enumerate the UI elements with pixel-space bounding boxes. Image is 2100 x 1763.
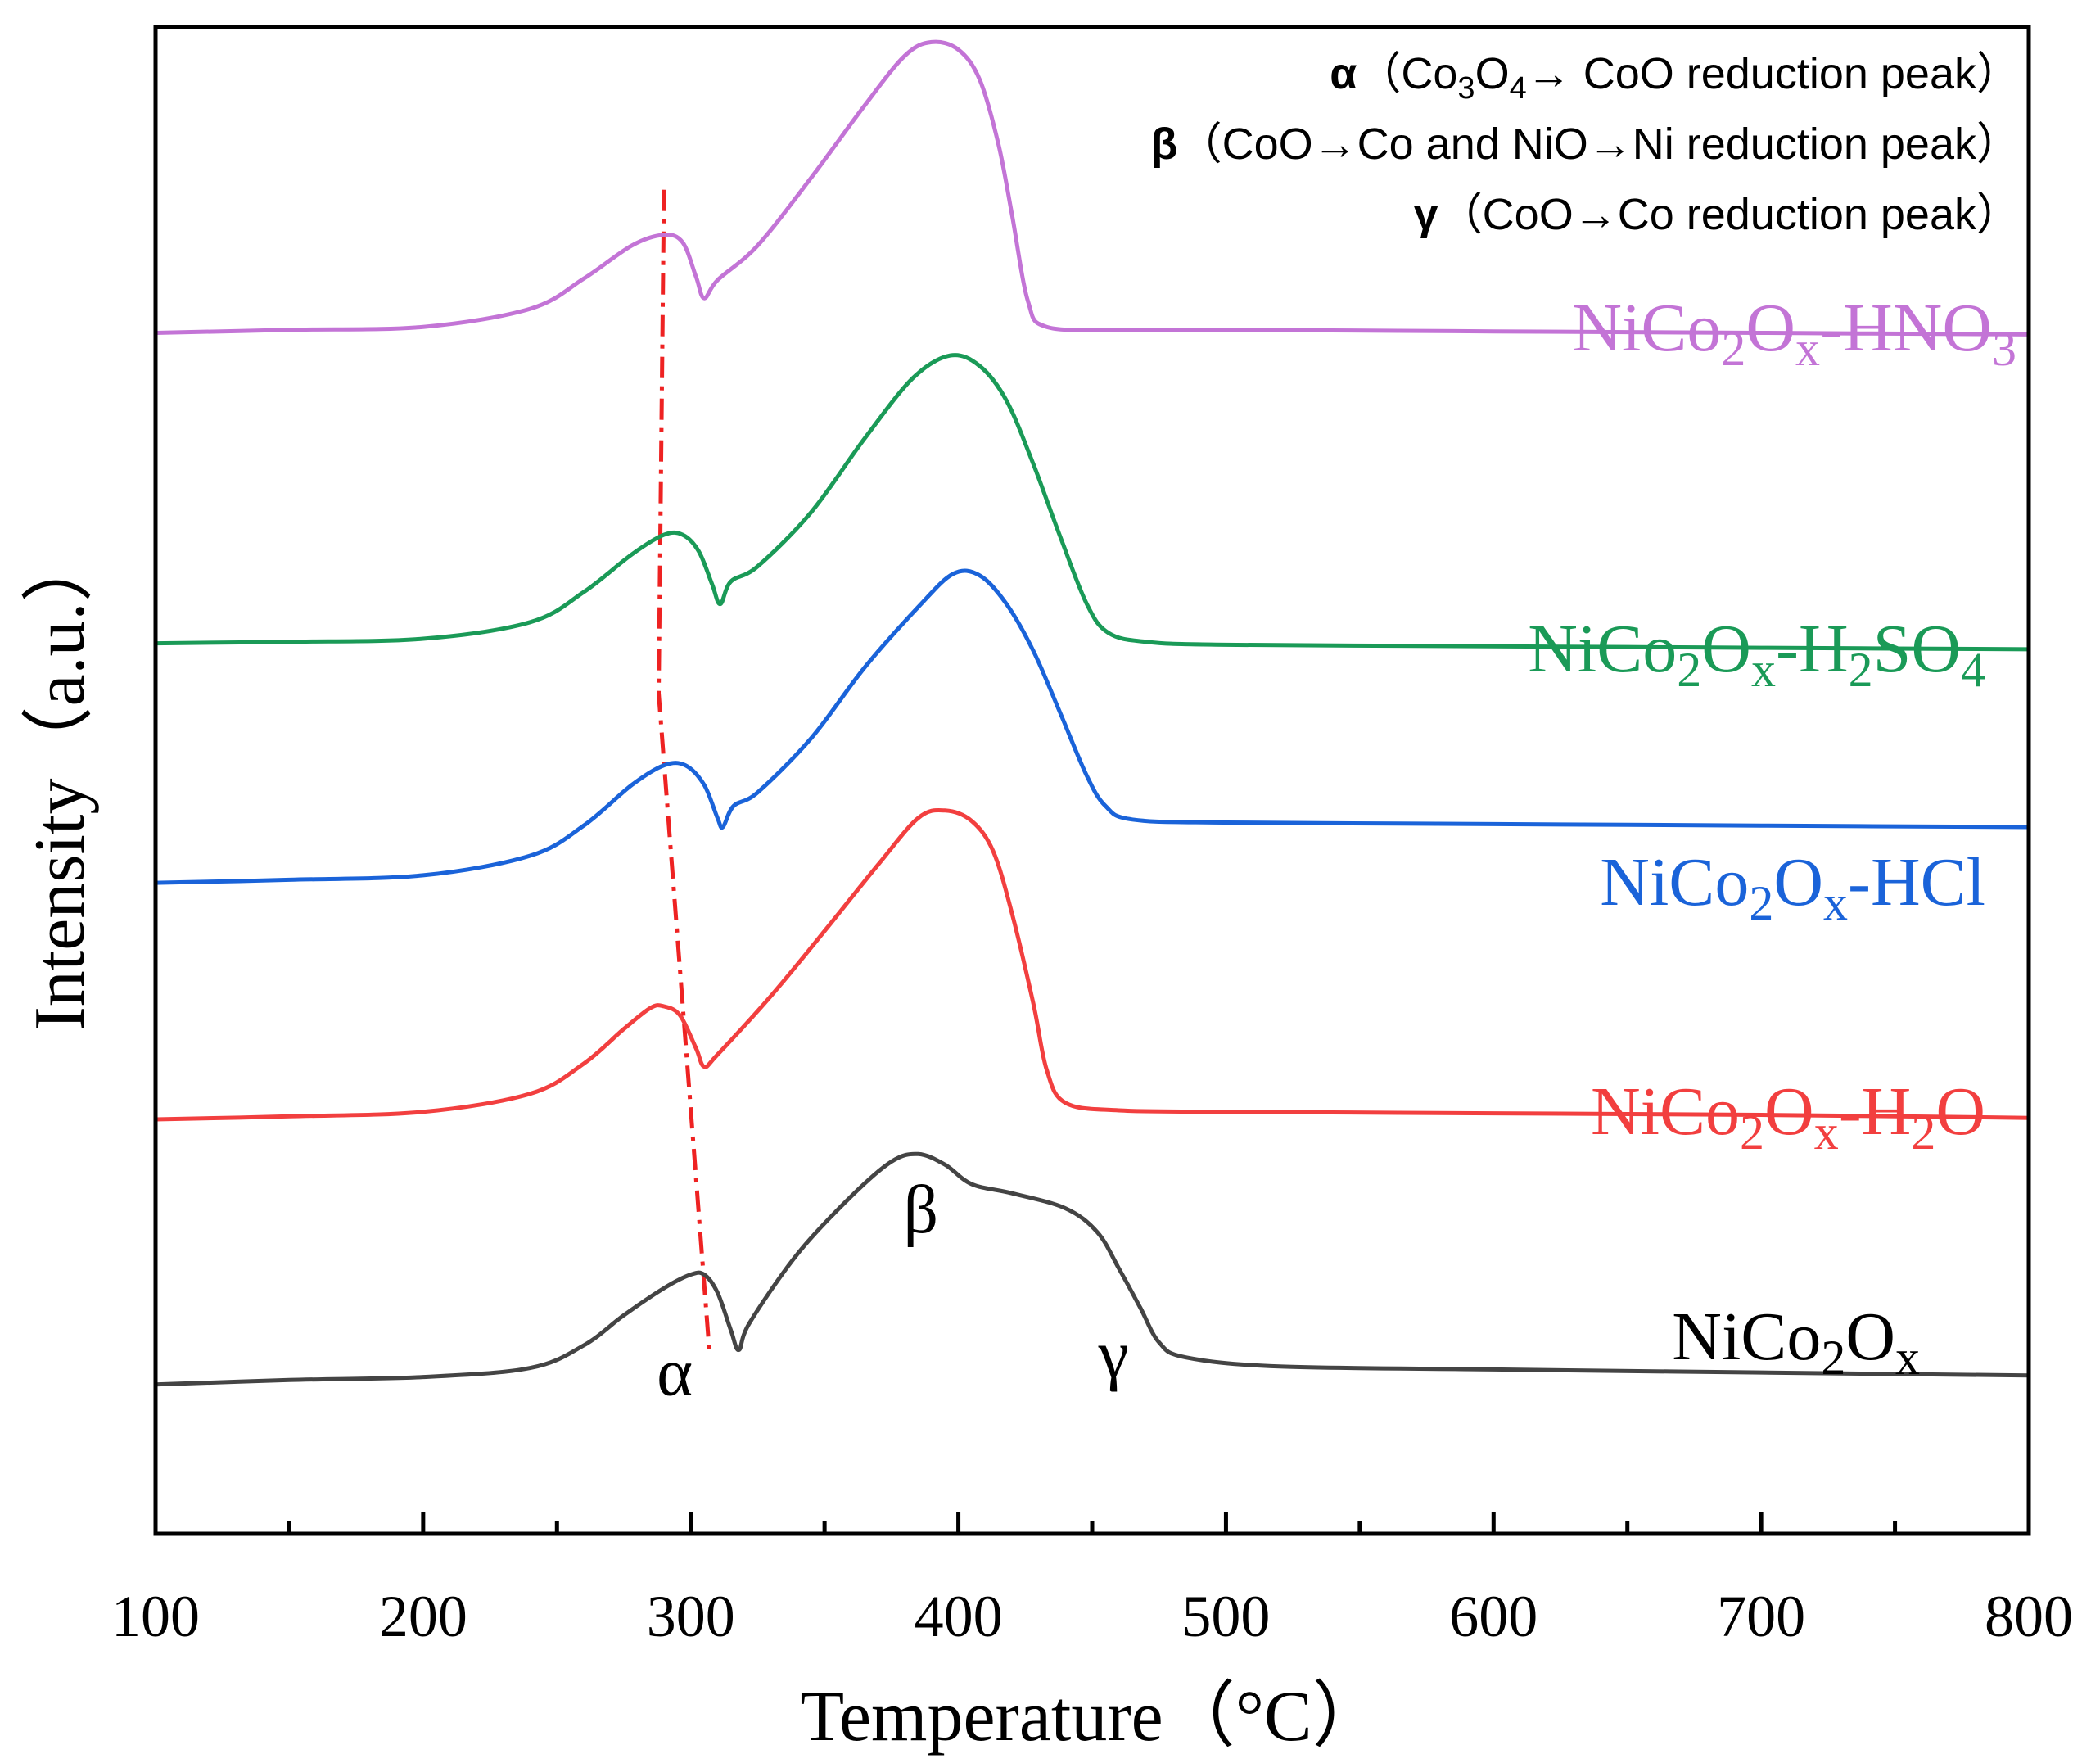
peak-label: β — [903, 1172, 938, 1248]
x-tick-label: 200 — [379, 1584, 467, 1649]
x-tick-label: 800 — [1985, 1584, 2073, 1649]
legend-item-0: α（Co3O4→ CoO reduction peak） — [1330, 49, 2021, 106]
x-axis-tick-labels: 100 200 300 400 500 600 700 800 — [111, 1584, 2073, 1649]
y-axis-label: Intensity（a.u.） — [20, 530, 100, 1030]
x-tick-label: 300 — [647, 1584, 735, 1649]
series-label-4: NiCo2Ox-HNO3 — [1572, 290, 2016, 376]
peak-labels: α β γ — [657, 1172, 1129, 1411]
x-tick-label: 700 — [1717, 1584, 1805, 1649]
x-tick-label: 400 — [915, 1584, 1003, 1649]
x-axis-label: Temperature（°C） — [800, 1677, 1384, 1756]
series-line-4 — [153, 39, 2031, 337]
series-line-1 — [153, 807, 2031, 1122]
legend-item-1: β（CoO→Co and NiO→Ni reduction peak） — [1151, 120, 2021, 169]
x-tick-label: 100 — [111, 1584, 200, 1649]
series-layer — [153, 39, 2031, 1387]
x-tick-label: 600 — [1449, 1584, 1538, 1649]
alpha-peak-guide-line — [656, 189, 712, 1354]
series-label-0: NiCo2Ox — [1672, 1299, 1920, 1385]
series-line-2 — [153, 568, 2031, 885]
series-labels: NiCo2Ox NiCo2Ox-H2O NiCo2Ox-HCl NiCo2Ox-H2S… — [1528, 290, 2016, 1385]
guide-layer — [656, 189, 712, 1354]
series-line-3 — [153, 353, 2031, 652]
legend-item-2: γ（CoO→Co reduction peak） — [1414, 190, 2021, 239]
series-line-0 — [153, 1151, 2031, 1387]
x-tick-label: 500 — [1181, 1584, 1270, 1649]
series-label-2: NiCo2Ox-HCl — [1600, 844, 1985, 930]
peak-label: γ — [1098, 1317, 1129, 1393]
legend: α（Co3O4→ CoO reduction peak） β（CoO→Co and… — [1151, 49, 2021, 239]
series-label-3: NiCo2Ox-H2SO4 — [1528, 611, 1985, 697]
series-label-1: NiCo2Ox-H2O — [1591, 1074, 1985, 1160]
x-axis-ticks — [153, 1512, 2031, 1534]
peak-label: α — [657, 1335, 693, 1411]
